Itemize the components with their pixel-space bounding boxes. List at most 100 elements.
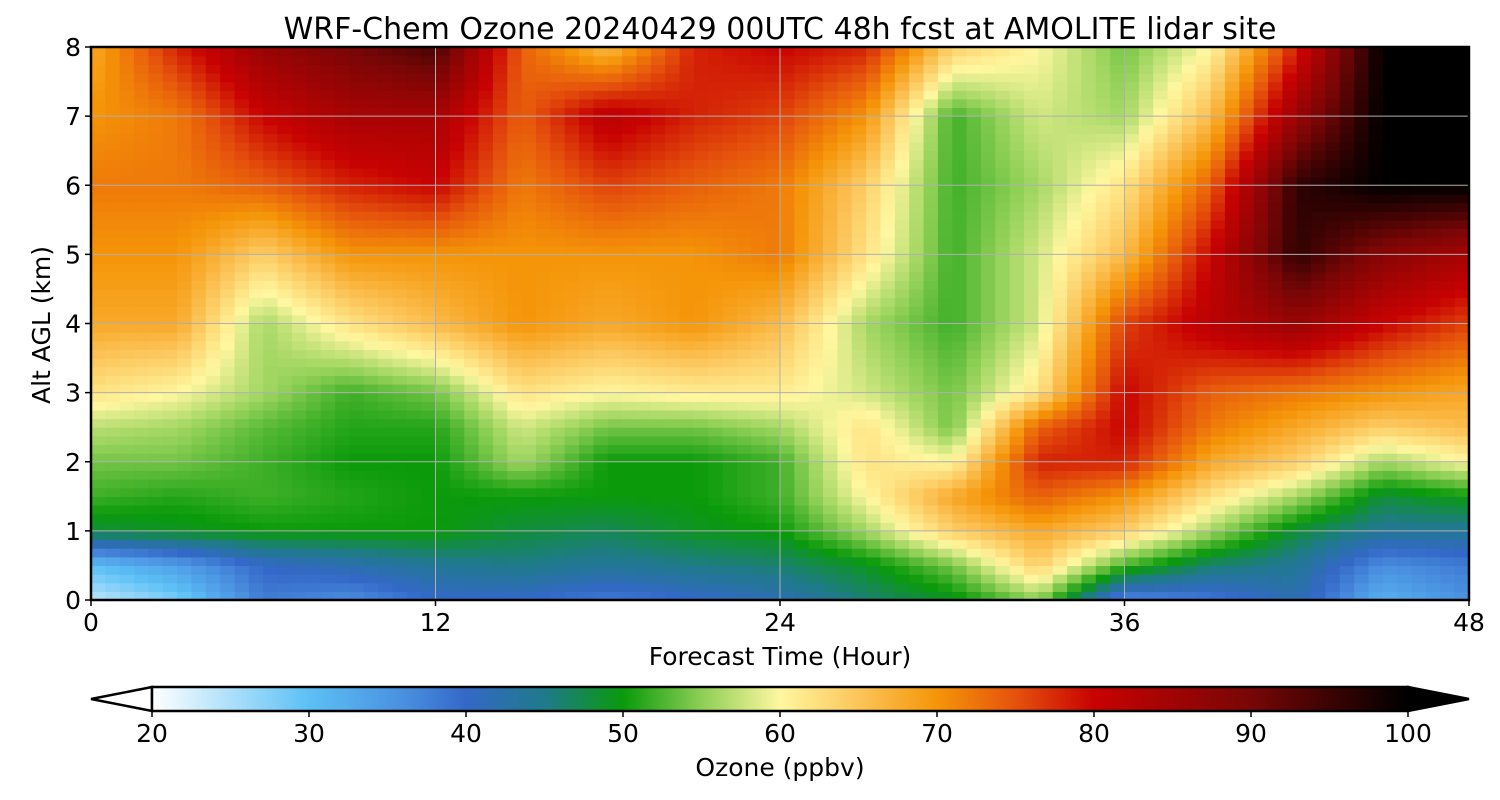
heatmap-cell <box>622 565 638 575</box>
heatmap-cell <box>148 582 164 592</box>
heatmap-cell <box>722 556 738 567</box>
heatmap-cell <box>837 470 853 480</box>
heatmap-cell <box>1268 418 1283 428</box>
heatmap-cell <box>378 470 394 480</box>
heatmap-cell <box>1081 548 1097 558</box>
heatmap-cell <box>1210 280 1226 290</box>
heatmap-cell <box>119 228 135 238</box>
heatmap-cell <box>105 453 121 463</box>
heatmap-cell <box>91 202 106 212</box>
heatmap-cell <box>550 366 566 376</box>
heatmap-cell <box>378 383 394 394</box>
heatmap-cell <box>521 453 537 463</box>
heatmap-cell <box>507 582 523 592</box>
heatmap-cell <box>134 150 150 160</box>
heatmap-cell <box>248 202 264 212</box>
heatmap-cell <box>478 211 494 221</box>
heatmap-cell <box>1253 297 1269 307</box>
heatmap-cell <box>148 202 164 212</box>
heatmap-cell <box>1382 297 1398 307</box>
heatmap-cell <box>751 453 767 463</box>
heatmap-cell <box>765 263 781 273</box>
heatmap-cell <box>708 392 724 402</box>
heatmap-cell <box>91 297 106 307</box>
heatmap-cell <box>1224 228 1240 238</box>
heatmap-cell <box>1052 513 1068 523</box>
heatmap-cell <box>535 314 551 325</box>
heatmap-cell <box>837 176 853 186</box>
heatmap-cell <box>880 591 896 600</box>
heatmap-cell <box>622 574 638 584</box>
heatmap-cell <box>1081 185 1097 195</box>
heatmap-cell <box>607 383 623 394</box>
heatmap-cell <box>205 219 221 230</box>
heatmap-cell <box>521 193 537 204</box>
heatmap-cell <box>449 159 465 169</box>
heatmap-cell <box>205 193 221 204</box>
heatmap-cell <box>392 280 408 290</box>
heatmap-cell <box>492 228 508 238</box>
heatmap-cell <box>607 409 623 420</box>
heatmap-cell <box>478 539 494 549</box>
heatmap-cell <box>636 202 652 212</box>
heatmap-cell <box>808 211 824 221</box>
heatmap-cell <box>823 297 839 307</box>
heatmap-cell <box>1368 193 1384 204</box>
heatmap-cell <box>320 159 336 169</box>
heatmap-cell <box>478 582 494 592</box>
heatmap-cell <box>966 167 982 178</box>
heatmap-cell <box>1397 496 1413 506</box>
heatmap-cell <box>880 297 896 307</box>
heatmap-cell <box>1081 159 1097 169</box>
heatmap-cell <box>349 297 365 307</box>
heatmap-cell <box>607 167 623 178</box>
heatmap-cell <box>622 280 638 290</box>
heatmap-cell <box>535 271 551 281</box>
heatmap-cell <box>1397 211 1413 221</box>
heatmap-cell <box>880 254 896 264</box>
heatmap-cell <box>119 314 135 325</box>
heatmap-cell <box>363 219 379 230</box>
heatmap-cell <box>1009 522 1025 532</box>
heatmap-cell <box>736 427 752 437</box>
heatmap-cell <box>234 409 250 420</box>
heatmap-cell <box>363 574 379 584</box>
heatmap-cell <box>751 522 767 532</box>
heatmap-cell <box>593 314 609 325</box>
heatmap-cell <box>406 392 422 402</box>
heatmap-cell <box>923 340 939 351</box>
heatmap-cell <box>335 582 350 592</box>
heatmap-cell <box>1282 263 1298 273</box>
heatmap-cell <box>1282 513 1298 523</box>
heatmap-cell <box>162 401 178 411</box>
heatmap-cell <box>177 479 193 489</box>
heatmap-cell <box>363 444 379 454</box>
heatmap-cell <box>880 332 896 342</box>
heatmap-cell <box>234 332 250 342</box>
heatmap-cell <box>291 530 307 541</box>
heatmap-cell <box>1009 591 1025 600</box>
heatmap-cell <box>1224 487 1240 497</box>
heatmap-cell <box>607 461 623 471</box>
heatmap-cell <box>1382 435 1398 446</box>
heatmap-cell <box>1138 479 1154 489</box>
heatmap-cell <box>1268 401 1283 411</box>
heatmap-cell <box>966 513 982 523</box>
heatmap-cell <box>134 237 150 247</box>
heatmap-cell <box>622 582 638 592</box>
heatmap-cell <box>507 288 523 299</box>
heatmap-cell <box>449 219 465 230</box>
heatmap-cell <box>808 418 824 428</box>
heatmap-cell <box>449 470 465 480</box>
heatmap-cell <box>837 392 853 402</box>
heatmap-cell <box>894 167 910 178</box>
heatmap-cell <box>751 288 767 299</box>
heatmap-cell <box>1339 565 1355 575</box>
heatmap-cell <box>119 159 135 169</box>
heatmap-cell <box>550 444 566 454</box>
heatmap-cell <box>650 504 666 515</box>
heatmap-cell <box>1354 263 1370 273</box>
heatmap-cell <box>148 314 164 325</box>
heatmap-cell <box>320 323 336 333</box>
heatmap-cell <box>1440 237 1456 247</box>
